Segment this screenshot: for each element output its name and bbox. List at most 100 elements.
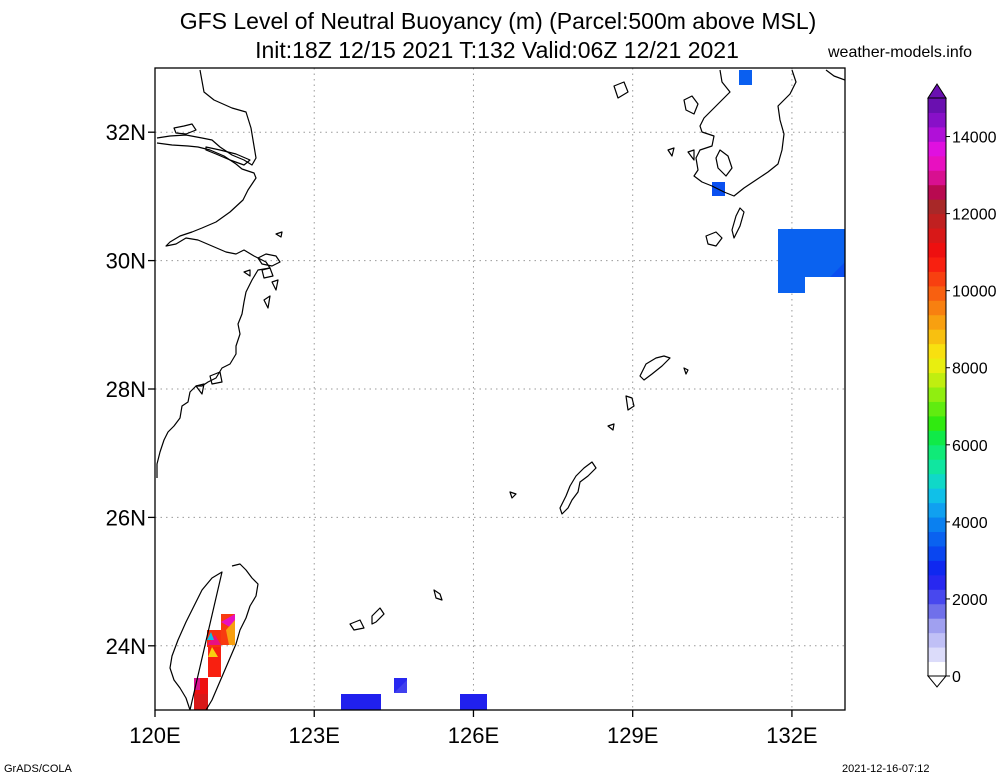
colorbar-swatch xyxy=(928,502,946,518)
colorbar-swatch xyxy=(928,603,946,619)
colorbar-swatch xyxy=(928,199,946,215)
axes: 120E 123E 126E 129E 132E 32N 30N 28N 26N 24N xyxy=(106,120,818,748)
ishigaki-island xyxy=(371,607,385,625)
goto-island xyxy=(613,81,629,99)
colorbar-label: 8000 xyxy=(952,361,988,378)
lnb-cell xyxy=(208,647,218,657)
colorbar-swatch xyxy=(928,358,946,374)
lnb-cell xyxy=(194,678,200,690)
colorbar-swatch xyxy=(928,329,946,345)
colorbar-swatch xyxy=(928,126,946,142)
china-islet xyxy=(195,383,205,395)
x-tick-label: 123E xyxy=(289,723,340,748)
colorbar-swatch xyxy=(928,98,946,113)
y-tick-label: 30N xyxy=(106,249,146,274)
colorbar-swatch xyxy=(928,618,946,634)
map-area xyxy=(156,69,845,710)
tanegashima xyxy=(731,207,745,239)
china-islet xyxy=(275,231,283,238)
lnb-cell xyxy=(778,277,805,293)
colorbar-label: 14000 xyxy=(952,130,997,147)
colorbar-swatch xyxy=(928,213,946,229)
footer-right: 2021-12-16-07:12 xyxy=(842,763,930,775)
colorbar-swatch xyxy=(928,444,946,460)
colorbar-swatch xyxy=(928,589,946,605)
colorbar-swatch xyxy=(928,184,946,200)
colorbar-top-arrow xyxy=(927,83,947,99)
colorbar-swatch xyxy=(928,459,946,475)
kyushu xyxy=(693,69,797,197)
china-coast-inner xyxy=(173,123,197,135)
colorbar-swatch xyxy=(928,300,946,316)
amami-oshima xyxy=(639,355,671,381)
colorbar-swatch xyxy=(928,242,946,258)
goto-islet xyxy=(667,147,675,157)
china-islet xyxy=(263,295,271,309)
lnb-cell xyxy=(394,680,407,693)
colorbar-swatch xyxy=(928,256,946,272)
lnb-cell xyxy=(207,632,214,640)
colorbar-label: 12000 xyxy=(952,207,997,224)
colorbar-swatch xyxy=(928,112,946,128)
colorbar-swatch xyxy=(928,415,946,431)
lnb-cell xyxy=(226,620,235,645)
colorbar-swatch xyxy=(928,343,946,359)
colorbar-swatch xyxy=(928,632,946,648)
lnb-cell xyxy=(341,694,381,710)
graticule xyxy=(155,68,845,710)
coastlines xyxy=(156,69,845,710)
map-frame xyxy=(154,67,846,711)
colorbar-swatch xyxy=(928,430,946,446)
tokunoshima xyxy=(625,395,635,411)
colorbar-swatch xyxy=(928,170,946,186)
colorbar-swatch xyxy=(928,285,946,301)
x-tick-label: 126E xyxy=(448,723,499,748)
colorbar-swatch xyxy=(928,560,946,576)
colorbar-bottom-arrow xyxy=(926,675,948,688)
yangtze-estuary xyxy=(205,146,251,166)
chart-title: GFS Level of Neutral Buoyancy (m) (Parce… xyxy=(179,8,817,34)
y-tick-label: 28N xyxy=(106,377,146,402)
china-islet xyxy=(261,267,274,279)
colorbar-swatch xyxy=(928,531,946,547)
colorbar-swatch xyxy=(928,372,946,388)
amakusa xyxy=(683,95,699,115)
colorbar-swatch xyxy=(928,647,946,663)
footer-left: GrADS/COLA xyxy=(4,763,72,775)
chart-subtitle: Init:18Z 12/15 2021 T:132 Valid:06Z 12/2… xyxy=(255,37,739,63)
taiwan xyxy=(169,563,259,710)
colorbar-swatch xyxy=(928,141,946,157)
yakushima xyxy=(705,231,723,247)
y-tick-label: 26N xyxy=(106,505,146,530)
colorbar-label: 10000 xyxy=(952,284,997,301)
colorbar-swatch xyxy=(928,517,946,532)
colorbar: 0 2000 4000 6000 8000 10000 12000 14000 xyxy=(926,83,997,688)
miyako-island xyxy=(433,589,443,601)
colorbar-swatch xyxy=(928,545,946,561)
colorbar-swatch xyxy=(928,473,946,489)
okinoerabu xyxy=(607,423,615,431)
colorbar-swatch xyxy=(928,401,946,417)
kagoshima-bay xyxy=(715,149,733,177)
colorbar-label: 6000 xyxy=(952,438,988,455)
y-tick-label: 24N xyxy=(106,634,146,659)
shaded-cells xyxy=(194,70,845,710)
colorbar-label: 4000 xyxy=(952,515,988,532)
colorbar-swatch xyxy=(928,228,946,243)
y-tick-label: 32N xyxy=(106,120,146,145)
china-islet xyxy=(271,279,279,291)
colorbar-label: 0 xyxy=(952,669,961,686)
china-islet xyxy=(243,269,251,277)
colorbar-frame xyxy=(927,97,947,677)
kume-islet xyxy=(509,491,517,499)
colorbar-swatch xyxy=(928,155,946,171)
lnb-cell xyxy=(194,694,208,710)
colorbar-swatch xyxy=(928,314,946,330)
chusan-island xyxy=(257,253,281,267)
colorbar-label: 2000 xyxy=(952,592,988,609)
china-coast xyxy=(156,69,271,478)
lnb-cell xyxy=(778,229,845,277)
shikoku-edge xyxy=(825,69,845,81)
x-tick-label: 132E xyxy=(766,723,817,748)
colorbar-swatch xyxy=(928,661,946,677)
